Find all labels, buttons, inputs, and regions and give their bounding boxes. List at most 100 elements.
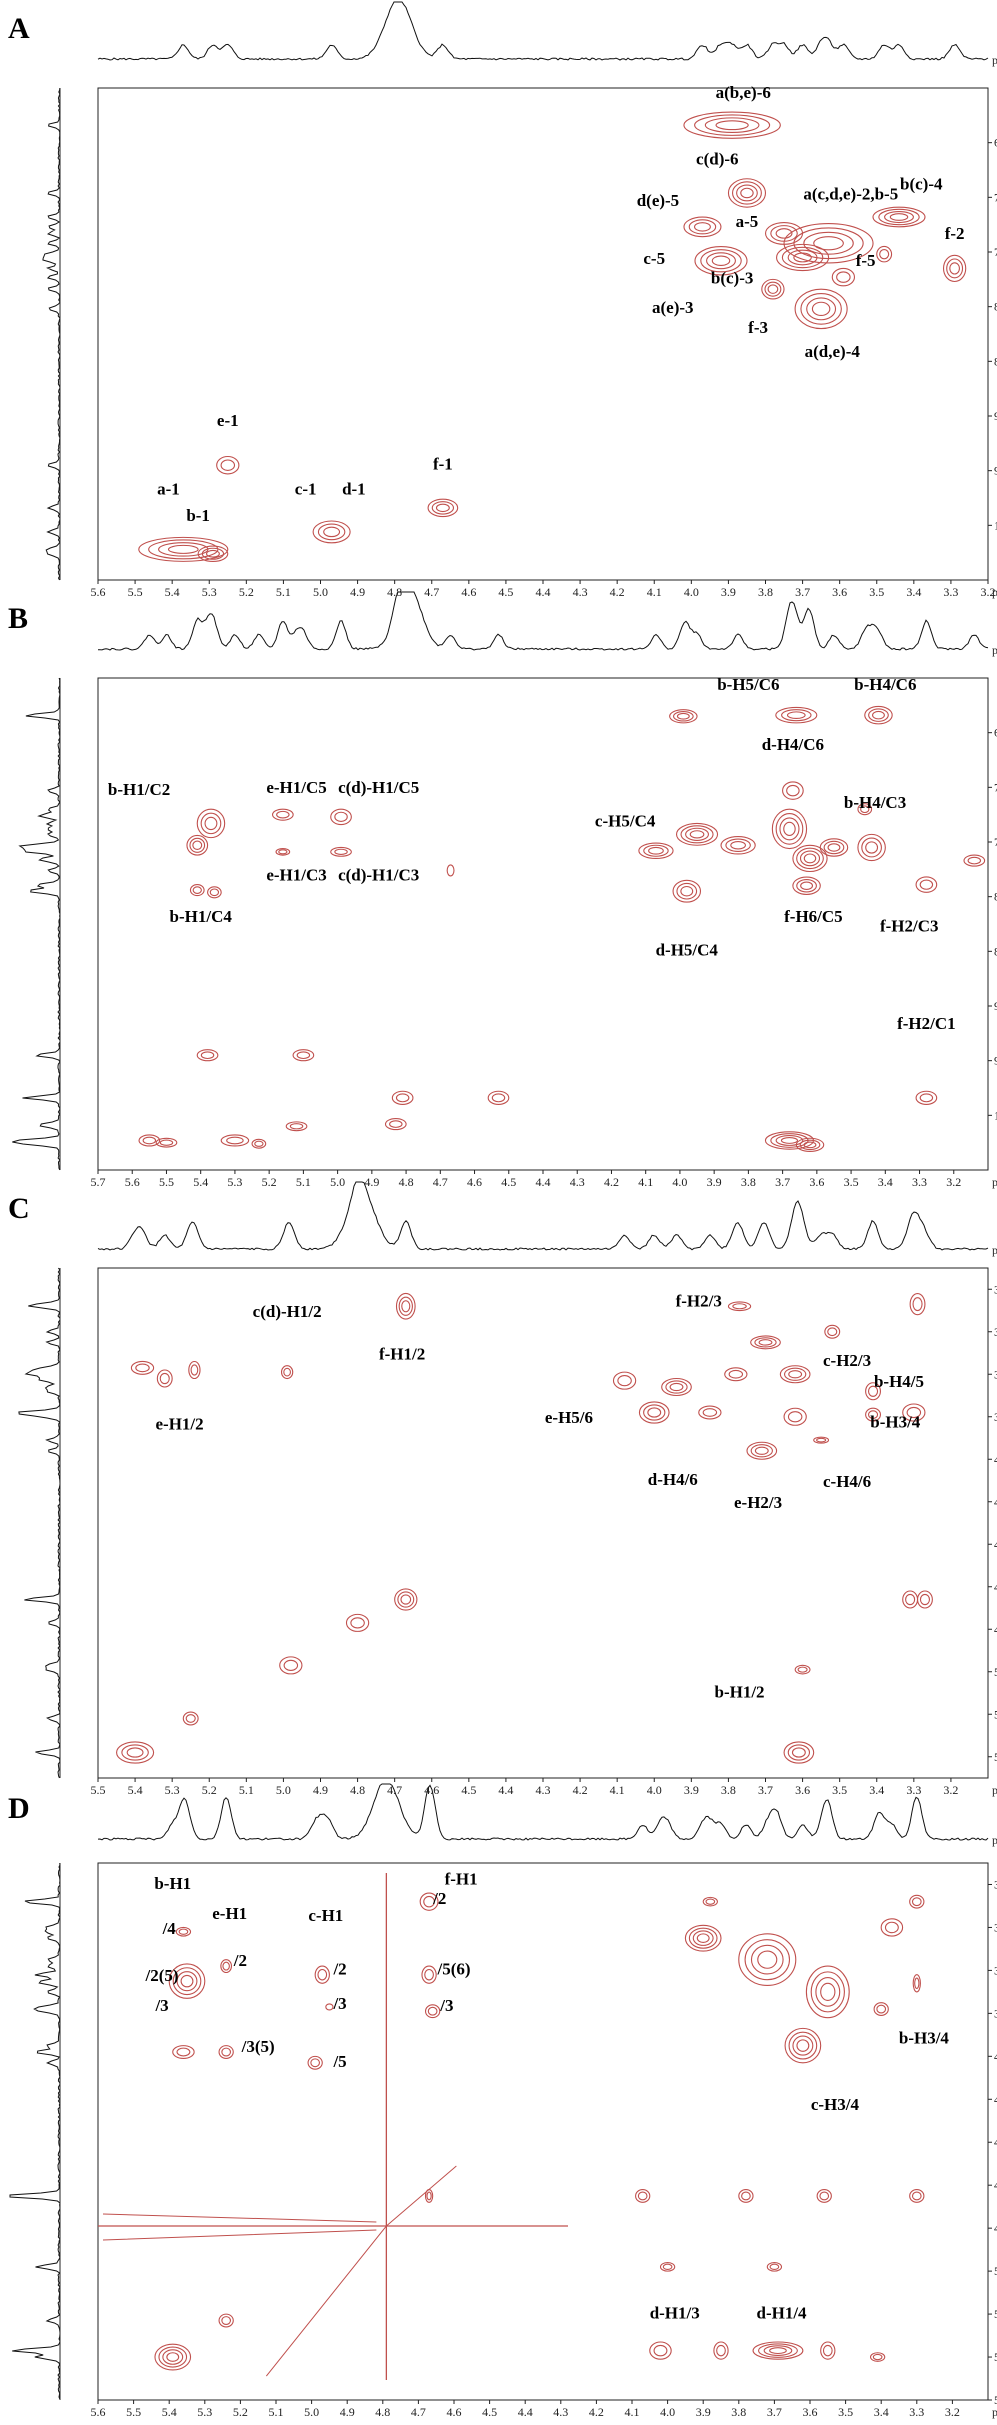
panel-b: ppm 5.7 5.6 5.5 5.4 5.3 5.2 5.1 5.0 4.9 4.8 4.7 4.6 4… (12, 591, 997, 1189)
contour-ring (919, 1593, 931, 1606)
contour-ring (325, 2003, 334, 2011)
x-tick-label: 3.7 (758, 1783, 773, 1797)
contour-ring (738, 1933, 797, 1987)
peak-label: b(c)-3 (711, 269, 753, 288)
contour-ring (750, 1444, 773, 1458)
contour-ring (819, 838, 849, 857)
cross-peak (218, 2045, 234, 2059)
contour-ring (728, 1369, 744, 1379)
cross-peak (649, 2341, 672, 2360)
x-tick-label: 4.1 (638, 1175, 653, 1189)
contour-ring (917, 1590, 933, 1609)
peak-label: /5 (332, 2052, 346, 2071)
x-tick-label: 5.2 (202, 1783, 217, 1797)
peak-label: e-1 (217, 411, 239, 430)
contour-ring (919, 879, 934, 890)
x-tick-label: 3.4 (874, 2405, 889, 2419)
contour-ring (648, 846, 664, 855)
x-tick-label: 4.9 (350, 585, 365, 599)
peak-label: d-1 (342, 480, 366, 499)
contour-ring (803, 231, 854, 255)
contour-ring (793, 252, 812, 263)
contour-ring (914, 1977, 920, 1990)
x-tick-label: 5.3 (202, 585, 217, 599)
contour-ring (419, 1892, 439, 1911)
cross-peak (869, 2352, 886, 2362)
contour-ring (612, 1371, 637, 1390)
contour-ring (680, 825, 714, 844)
contour-ring (873, 2002, 889, 2017)
x-tick-label: 4.8 (399, 1175, 414, 1189)
y-tick-label: 4.2 (994, 1495, 997, 1509)
contour-ring (763, 2345, 793, 2356)
cross-peak (659, 2261, 676, 2272)
contour-ring (797, 1666, 808, 1673)
cross-peak (783, 1407, 807, 1426)
x-tick-label: 5.4 (128, 1783, 143, 1797)
peak-label: b-H3/4 (899, 2028, 950, 2047)
peak-label: a(e)-3 (652, 298, 694, 317)
contour-ring (770, 225, 798, 242)
contour-ring (334, 811, 348, 823)
y-tick-label: 100 (994, 1108, 997, 1122)
y-tick-label: 5.0 (994, 2264, 997, 2278)
top-ppm-label: ppm (992, 53, 997, 67)
contour-ring (909, 1894, 925, 1909)
y-tick-label: 3.6 (994, 1367, 997, 1381)
y-tick-label: 3.2 (994, 1877, 997, 1891)
contour-ring (880, 1918, 904, 1937)
contour-ring (431, 501, 455, 515)
peak-label: f-5 (856, 251, 876, 270)
contour-ring (889, 213, 909, 221)
cross-peak (794, 288, 848, 330)
x-tick-label: 5.2 (239, 585, 254, 599)
y-tick-label: 5.6 (994, 2393, 997, 2407)
top-ppm-label: ppm (992, 1243, 997, 1257)
cross-peak (427, 498, 459, 518)
cross-peak (963, 854, 986, 867)
contour-ring (675, 822, 719, 846)
cross-peak (746, 1441, 778, 1460)
x-tick-label: 4.8 (387, 585, 402, 599)
y-tick-label: 4.6 (994, 1580, 997, 1594)
contour-ring (720, 836, 756, 855)
y-tick-label: 4.2 (994, 2092, 997, 2106)
contour-ring (251, 1138, 267, 1149)
contour-ring (805, 1965, 850, 2019)
cross-peak (795, 1137, 825, 1153)
contour-ring (196, 1049, 219, 1062)
contour-ring (168, 1963, 206, 1999)
y-tick-label: 75 (994, 835, 997, 849)
y-tick-label: 85 (994, 354, 997, 368)
contour-ring (715, 120, 749, 131)
cross-peak (816, 2188, 832, 2203)
contour-ring (314, 1965, 330, 1984)
cross-peak (138, 1134, 161, 1147)
contour-ring (154, 2343, 192, 2371)
cross-peak (683, 216, 722, 238)
contour-ring (310, 2058, 321, 2068)
contour-ring (732, 181, 762, 205)
x-tick-label: 4.4 (498, 1783, 513, 1797)
peak-label: d-H4/C6 (762, 735, 824, 754)
x-tick-label: 4.9 (364, 1175, 379, 1189)
contour-ring (653, 2344, 668, 2357)
contour-ring (946, 258, 964, 279)
contour-ring (197, 545, 229, 563)
x-tick-label: 3.3 (909, 2405, 924, 2419)
contour-ring (788, 1370, 803, 1379)
side-1d-spectrum (12, 677, 61, 1171)
contour-ring (688, 1927, 718, 1949)
cross-peak (698, 1405, 722, 1420)
y-tick-label: 4.4 (994, 1537, 997, 1551)
plot-frame (97, 1267, 989, 1779)
cross-peak (824, 1324, 841, 1339)
contour-ring (803, 1141, 817, 1149)
contour-ring (704, 117, 760, 134)
cross-peak (182, 1711, 199, 1726)
contour-ring (824, 1324, 841, 1339)
contour-ring (906, 1406, 922, 1419)
contour-ring (779, 1365, 811, 1384)
contour-ring (794, 288, 848, 330)
